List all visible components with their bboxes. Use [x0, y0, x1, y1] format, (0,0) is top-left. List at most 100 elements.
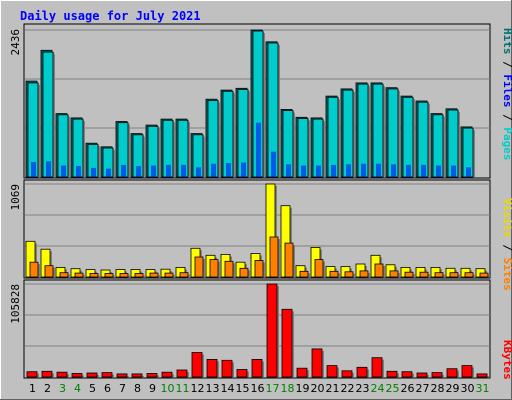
pages-bar [361, 163, 366, 177]
pages-bar [106, 168, 111, 177]
sites-bar [419, 271, 430, 278]
kbytes-bar [206, 358, 219, 378]
kbytes-bar-body [146, 373, 158, 378]
day-label: 13 [206, 382, 220, 395]
kbytes-bar [476, 373, 489, 378]
kbytes-bar-body [281, 308, 293, 378]
sites-bar-body [149, 272, 159, 278]
legend-visits: Visits [501, 198, 512, 238]
kbytes-bar [251, 358, 264, 378]
pages-bar [331, 164, 336, 177]
kbytes-bar [266, 283, 279, 378]
kbytes-bar-body [71, 373, 83, 378]
sites-bar-body [44, 265, 54, 278]
day-label: 6 [104, 382, 111, 395]
day-label: 17 [266, 382, 280, 395]
kbytes-bar [71, 373, 84, 378]
sites-bar [239, 267, 250, 278]
sites-bar-body [239, 267, 249, 278]
sites-bar-body [164, 272, 174, 278]
sites-bar-body [329, 270, 339, 278]
legend-hits: Hits [501, 28, 512, 55]
sites-bar [269, 236, 280, 278]
sites-bar [29, 261, 40, 278]
day-label: 12 [191, 382, 205, 395]
kbytes-bar [146, 373, 159, 378]
pages-bar [31, 161, 36, 177]
day-label: 16 [251, 382, 265, 395]
sites-bar-body [89, 273, 99, 278]
legend-sep-3: / [501, 238, 512, 258]
kbytes-bar-body [461, 365, 473, 378]
day-label: 7 [119, 382, 126, 395]
sites-bar-body [449, 272, 459, 278]
files-bar [357, 83, 370, 178]
kbytes-bar [191, 351, 204, 378]
day-label: 21 [326, 382, 340, 395]
sites-bar [194, 256, 205, 278]
kbytes-bar [236, 369, 249, 378]
kbytes-bar [446, 368, 459, 378]
files-bar-body [42, 51, 54, 178]
files-bar-body [342, 89, 354, 178]
kbytes-bar [371, 357, 384, 378]
pages-bar [451, 165, 456, 177]
pages-bar [76, 166, 81, 177]
day-label: 14 [221, 382, 235, 395]
sites-bar [179, 272, 190, 278]
pages-bar [226, 163, 231, 177]
sites-bar [389, 270, 400, 278]
kbytes-bar [356, 366, 369, 378]
sites-bar-body [269, 236, 279, 278]
pages-bar [406, 164, 411, 177]
sites-bar-body [104, 273, 114, 278]
day-label: 30 [461, 382, 475, 395]
kbytes-bar-body [371, 357, 383, 378]
pages-bar [166, 164, 171, 177]
sites-bar-body [224, 260, 234, 278]
kbytes-bar-body [326, 365, 338, 378]
pages-bar [241, 162, 246, 177]
day-label: 15 [236, 382, 250, 395]
sites-bar-body [74, 272, 84, 278]
day-label: 10 [161, 382, 175, 395]
sites-bar [74, 272, 85, 278]
kbytes-ymax-label: 105828 [9, 284, 22, 324]
day-label: 27 [416, 382, 430, 395]
pages-bar [421, 164, 426, 177]
day-label: 1 [29, 382, 36, 395]
kbytes-bar-body [161, 371, 173, 378]
kbytes-bar-body [41, 370, 53, 378]
pages-bar [136, 166, 141, 177]
sites-bar-body [404, 271, 414, 278]
sites-bar [59, 272, 70, 278]
pages-bar [391, 164, 396, 177]
kbytes-bar [401, 371, 414, 378]
kbytes-bar [131, 373, 144, 378]
pages-bar [46, 161, 51, 177]
pages-bar [91, 167, 96, 177]
day-label: 31 [476, 382, 490, 395]
sites-bar [374, 263, 385, 278]
kbytes-bar-body [311, 348, 323, 378]
pages-bar [466, 167, 471, 177]
day-label: 23 [356, 382, 370, 395]
day-label: 4 [74, 382, 81, 395]
sites-bar-body [179, 272, 189, 278]
sites-bar [434, 272, 445, 278]
visits-ymax-label: 1069 [9, 184, 22, 211]
files-bar [372, 83, 385, 178]
legend-sep-2: / [501, 108, 512, 128]
chart-title: Daily usage for July 2021 [20, 9, 201, 23]
day-label: 22 [341, 382, 355, 395]
kbytes-panel-legend: KBytes [501, 340, 512, 380]
pages-bar [271, 151, 276, 177]
kbytes-bar [86, 372, 99, 378]
day-label: 19 [296, 382, 310, 395]
kbytes-bar-body [341, 370, 353, 378]
kbytes-bar-body [401, 371, 413, 378]
day-label: 5 [89, 382, 96, 395]
sites-bar [134, 273, 145, 278]
kbytes-bar-body [251, 358, 263, 378]
